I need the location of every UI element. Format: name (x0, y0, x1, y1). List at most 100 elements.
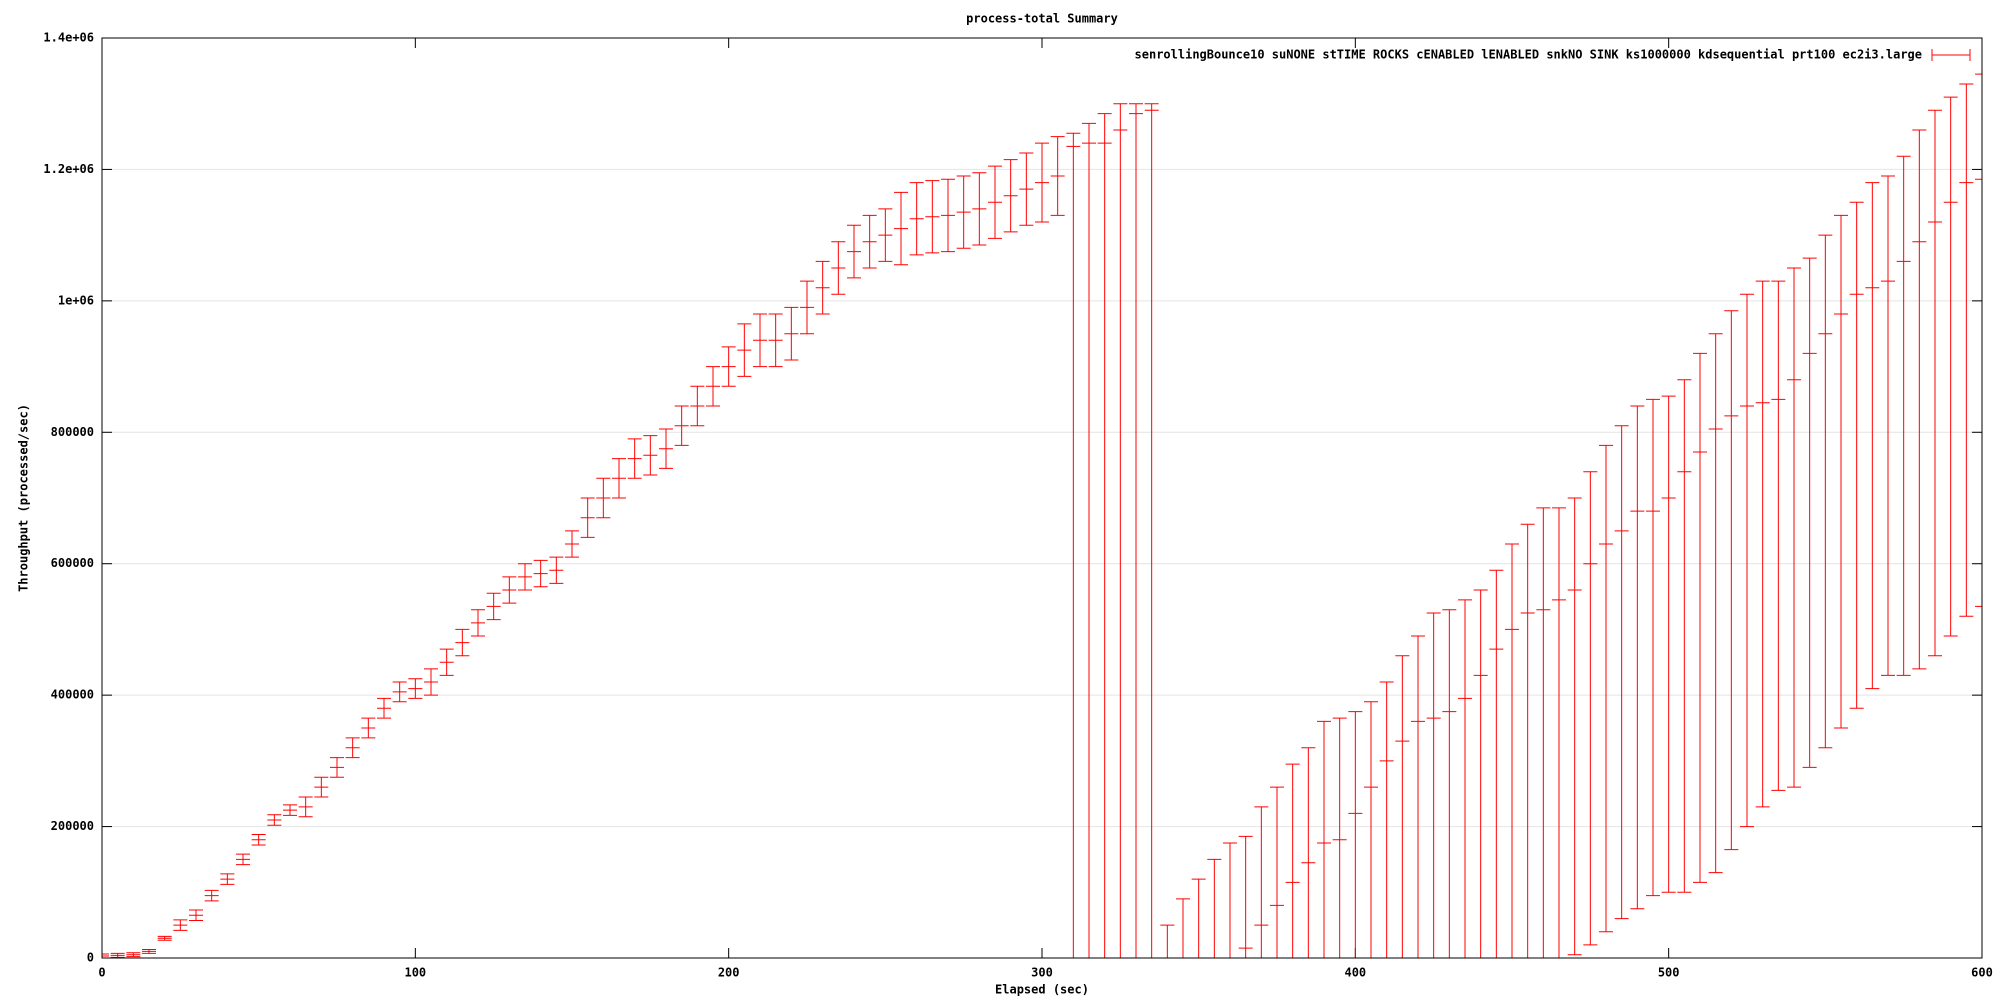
error-bar (1693, 352, 1707, 883)
error-bar (721, 346, 736, 387)
x-tick-label: 600 (1971, 966, 1993, 980)
error-bar (1489, 569, 1504, 958)
y-axis-label: Throughput (processed/sec) (17, 404, 31, 592)
error-bar (1505, 543, 1519, 958)
error-bar (1301, 747, 1316, 958)
error-bar (1066, 132, 1081, 958)
y-tick-label: 200000 (51, 819, 94, 833)
error-bar (1802, 257, 1817, 768)
error-bar (1567, 497, 1582, 956)
error-bar (1411, 635, 1425, 958)
error-bar (909, 182, 924, 256)
error-bar (1254, 806, 1269, 958)
error-bar (1630, 405, 1645, 910)
plot-area (102, 73, 1982, 958)
error-bar (1129, 103, 1143, 958)
error-bar (1708, 333, 1723, 874)
error-bar (408, 678, 423, 699)
error-bar (1865, 182, 1880, 690)
error-bar (925, 180, 940, 254)
error-bar (627, 438, 642, 479)
error-bar (1834, 214, 1848, 729)
error-bar (1270, 786, 1284, 958)
error-bar (1035, 142, 1049, 223)
error-bar (1019, 152, 1034, 226)
error-bar (330, 757, 344, 778)
error-bar (1614, 425, 1629, 920)
x-tick-label: 300 (1031, 966, 1053, 980)
error-bar (847, 224, 861, 279)
y-tick-label: 400000 (51, 688, 94, 702)
error-bar (1724, 310, 1739, 851)
error-bar (1943, 96, 1958, 637)
error-bar (471, 609, 485, 637)
error-bar (815, 260, 830, 315)
error-bar (690, 385, 705, 427)
error-bar (267, 814, 282, 826)
error-bar (1348, 711, 1363, 958)
error-bar (1223, 842, 1237, 958)
error-bar (549, 556, 564, 584)
chart-title: process-total Summary (966, 12, 1118, 26)
error-bar (1583, 471, 1598, 946)
x-axis-label: Elapsed (sec) (995, 983, 1089, 997)
error-bar (1552, 507, 1566, 958)
x-tick-label: 200 (718, 966, 740, 980)
error-bar (314, 776, 329, 798)
error-bar (1050, 136, 1065, 216)
error-bar (1646, 398, 1660, 897)
error-bar (1661, 395, 1676, 893)
y-tick-label: 1e+06 (58, 293, 94, 307)
error-bar (1881, 175, 1895, 676)
error-bar (1677, 379, 1692, 893)
error-bar (1849, 201, 1864, 709)
error-bar (1473, 589, 1488, 958)
error-bar (110, 952, 125, 958)
error-bar (1285, 763, 1300, 958)
error-bar (1458, 599, 1472, 958)
error-bar (612, 458, 626, 499)
error-bar (126, 952, 141, 958)
error-bar (1364, 701, 1378, 958)
error-bar (502, 576, 517, 604)
error-bar (988, 165, 1002, 239)
error-bar (1755, 280, 1770, 808)
error-bar (283, 804, 297, 816)
error-bar (784, 306, 799, 361)
error-bar (1097, 113, 1112, 958)
error-bar (1740, 293, 1754, 828)
error-bar (1332, 717, 1347, 958)
error-bar (800, 280, 814, 335)
error-bar (941, 178, 955, 253)
error-bar (157, 935, 172, 941)
x-tick-label: 400 (1344, 966, 1366, 980)
legend-label: senrollingBounce10 suNONE stTIME ROCKS c… (1135, 48, 1922, 62)
error-bar (737, 323, 752, 377)
error-bar (1442, 609, 1457, 958)
error-bar (894, 191, 908, 266)
x-tick-label: 500 (1658, 966, 1680, 980)
error-bar (1191, 878, 1206, 958)
y-tick-label: 0 (87, 951, 94, 965)
error-bar (251, 833, 266, 846)
error-bar (1113, 103, 1128, 958)
error-bar (596, 477, 611, 519)
error-bar (1238, 835, 1253, 958)
error-bar (1176, 898, 1190, 958)
error-bar (1771, 280, 1786, 791)
error-bar (533, 559, 548, 588)
error-bar (1160, 924, 1175, 958)
error-bar (1395, 655, 1410, 958)
error-bar (674, 405, 689, 446)
error-bar (142, 948, 156, 954)
error-bar (173, 919, 188, 931)
error-bar (298, 796, 313, 818)
error-bar (643, 435, 658, 476)
error-bar (1896, 155, 1911, 676)
error-bar (862, 214, 877, 269)
error-bar (455, 628, 470, 657)
error-bar (1426, 612, 1441, 958)
error-bar (565, 530, 579, 558)
error-bar (1207, 858, 1222, 958)
